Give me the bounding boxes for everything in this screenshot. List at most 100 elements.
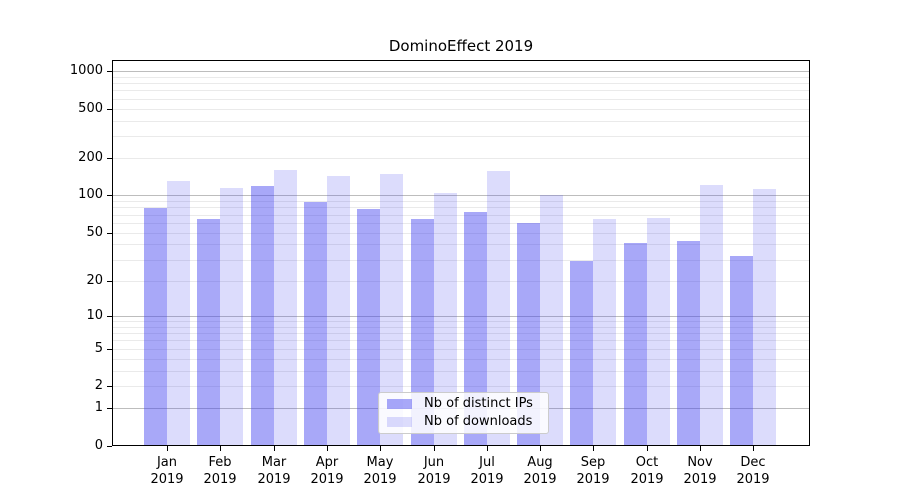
y-gridline [113,207,809,208]
y-gridline [113,201,809,202]
plot-background [112,60,810,446]
y-tick-label: 5 [94,341,103,356]
x-tick [487,446,488,451]
y-tick [107,71,112,72]
y-tick [107,281,112,282]
legend-label-downloads: Nb of downloads [424,414,533,429]
bar-distinct-ips-may [357,209,380,446]
y-tick-label: 2 [94,378,103,393]
y-tick-label: 10 [86,308,103,323]
y-tick [107,408,112,409]
y-gridline [113,77,809,78]
x-tick-label-jul: Jul 2019 [470,455,504,487]
x-tick [540,446,541,451]
legend-swatch-downloads [387,417,412,427]
bar-downloads-nov [700,185,723,446]
y-tick-label: 50 [86,225,103,240]
x-tick-label-feb: Feb 2019 [203,455,237,487]
x-tick [434,446,435,451]
bar-distinct-ips-jan [144,208,167,446]
y-gridline [113,371,809,372]
y-gridline [113,321,809,322]
bar-distinct-ips-feb [197,219,220,446]
y-tick [107,109,112,110]
y-gridline [113,195,809,196]
legend-label-distinct-ips: Nb of distinct IPs [424,396,533,411]
legend: Nb of distinct IPs Nb of downloads [378,392,549,434]
y-tick [107,158,112,159]
x-tick-label-apr: Apr 2019 [310,455,344,487]
x-tick [700,446,701,451]
bar-distinct-ips-dec [730,256,753,446]
y-gridline [113,90,809,91]
bar-distinct-ips-nov [677,241,700,446]
bar-distinct-ips-jul [464,212,487,446]
legend-swatch-distinct-ips [387,399,412,409]
y-tick-label: 20 [86,273,103,288]
y-gridline [113,386,809,387]
y-gridline [113,244,809,245]
bar-distinct-ips-jun [411,219,434,446]
y-gridline [113,260,809,261]
y-tick-label: 200 [78,150,103,165]
x-tick [753,446,754,451]
legend-row-downloads: Nb of downloads [379,413,548,431]
y-gridline [113,359,809,360]
bar-downloads-may [380,174,403,446]
bar-downloads-oct [647,218,670,446]
y-gridline [113,223,809,224]
y-tick [107,195,112,196]
y-tick-label: 100 [78,187,103,202]
x-tick-label-may: May 2019 [363,455,397,487]
y-gridline [113,340,809,341]
y-gridline [113,316,809,317]
bar-downloads-aug [540,195,563,446]
bar-downloads-jan [167,181,190,446]
bar-downloads-jun [434,193,457,446]
x-tick-label-jan: Jan 2019 [150,455,184,487]
x-tick-label-nov: Nov 2019 [683,455,717,487]
bar-downloads-jul [487,171,510,446]
bar-downloads-mar [274,170,297,446]
chart-title: DominoEffect 2019 [388,37,534,55]
y-gridline [113,109,809,110]
x-tick-label-dec: Dec 2019 [736,455,770,487]
y-tick [107,316,112,317]
y-gridline [113,349,809,350]
y-tick-label: 500 [78,101,103,116]
x-tick [380,446,381,451]
x-tick-label-mar: Mar 2019 [257,455,291,487]
x-tick-label-oct: Oct 2019 [630,455,664,487]
y-gridline [113,215,809,216]
bar-downloads-dec [753,189,776,446]
bar-downloads-apr [327,176,350,446]
bar-downloads-feb [220,188,243,446]
x-tick-label-sep: Sep 2019 [576,455,610,487]
bar-distinct-ips-apr [304,202,327,446]
y-gridline [113,327,809,328]
bar-downloads-sep [593,219,616,446]
y-tick-label: 1000 [69,63,103,78]
x-tick [167,446,168,451]
y-tick [107,446,112,447]
y-gridline [113,136,809,137]
y-tick-label: 0 [94,438,103,453]
y-gridline [113,99,809,100]
y-gridline [113,83,809,84]
legend-row-distinct-ips: Nb of distinct IPs [379,395,548,413]
y-tick [107,349,112,350]
y-tick [107,386,112,387]
x-tick-label-aug: Aug 2019 [523,455,557,487]
x-tick [647,446,648,451]
bar-distinct-ips-mar [251,186,274,446]
y-gridline [113,71,809,72]
y-tick [107,233,112,234]
x-tick [593,446,594,451]
bar-distinct-ips-sep [570,261,593,446]
x-tick [327,446,328,451]
y-tick-label: 1 [94,400,103,415]
bar-distinct-ips-aug [517,223,540,446]
bar-distinct-ips-oct [624,243,647,446]
y-gridline [113,281,809,282]
